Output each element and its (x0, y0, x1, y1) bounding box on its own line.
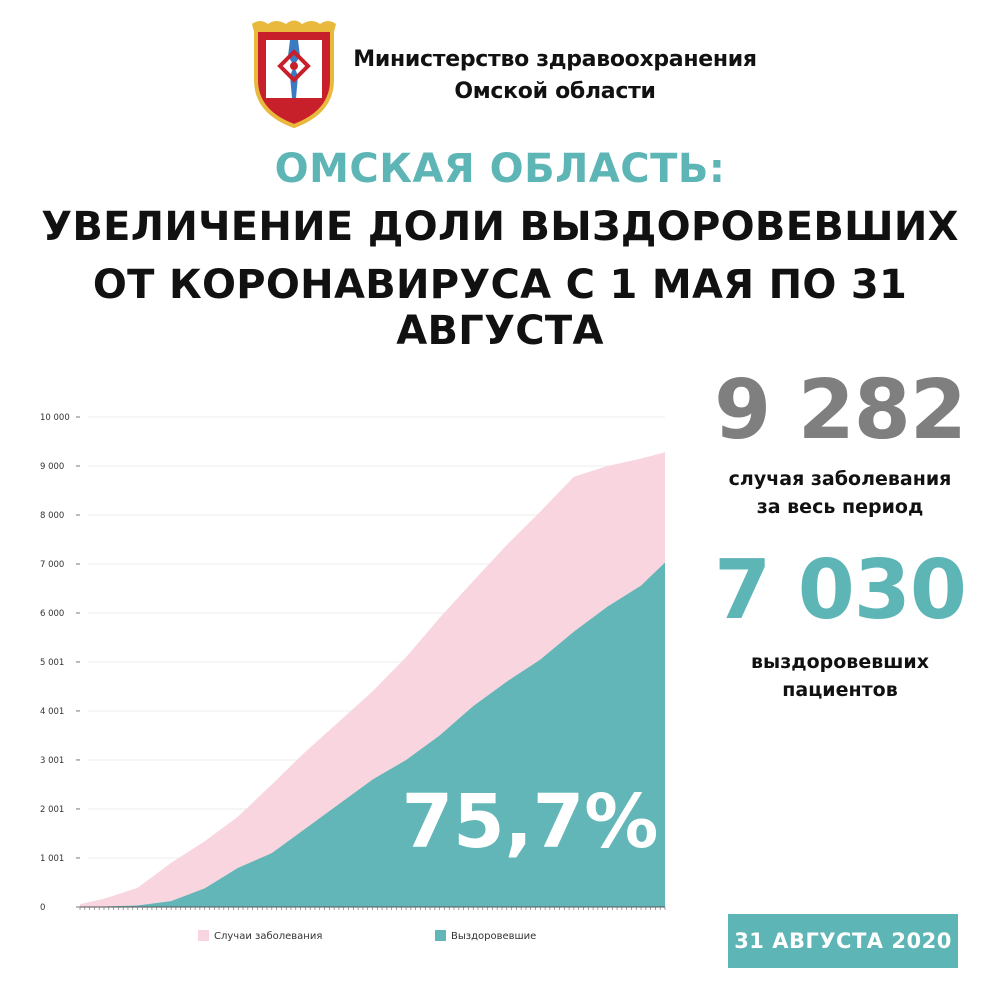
recovered-label: выздоровевших пациентов (700, 648, 980, 704)
ministry-line-1: Министерство здравоохранения (353, 47, 757, 72)
recovered-label-line-1: выздоровевших (751, 651, 929, 673)
y-tick-label: 2 001 (40, 805, 64, 815)
y-tick-label: 1 001 (40, 854, 64, 864)
recovered-label-line-2: пациентов (782, 679, 898, 701)
omsk-coat-of-arms-icon (252, 20, 336, 128)
title-region: ОМСКАЯ ОБЛАСТЬ: (274, 146, 726, 192)
legend-label: Случаи заболевания (214, 931, 322, 942)
y-tick-label: 9 000 (40, 462, 64, 472)
total-cases-label: случая заболевания за весь период (700, 465, 980, 521)
y-tick-label: 8 000 (40, 511, 64, 521)
recovered-value: 7 030 (714, 543, 967, 638)
title-line-3: ОТ КОРОНАВИРУСА С 1 МАЯ ПО 31 АВГУСТА (92, 262, 908, 354)
y-tick-label: 0 (40, 903, 45, 913)
total-cases-label-line-2: за весь период (756, 496, 924, 518)
y-tick-label: 5 001 (40, 658, 64, 668)
ministry-line-2: Омской области (454, 79, 656, 104)
area-chart: 0 1 001 2 001 3 001 4 001 5 001 6 000 7 000 8 00… (40, 413, 666, 942)
recovery-share-annotation: 75,7% (402, 779, 659, 865)
legend-swatch (198, 930, 209, 941)
y-tick-label: 4 001 (40, 707, 64, 717)
legend-swatch (435, 930, 446, 941)
ministry-name: Министерство здравоохранения Омской обла… (330, 44, 780, 108)
title-line-2: УВЕЛИЧЕНИЕ ДОЛИ ВЫЗДОРОВЕВШИХ (41, 204, 959, 250)
y-tick-label: 6 000 (40, 609, 64, 619)
legend-label: Выздоровевшие (451, 931, 536, 942)
y-tick-label: 10 000 (40, 413, 70, 423)
date-badge: 31 АВГУСТА 2020 (728, 914, 958, 968)
total-cases-value: 9 282 (714, 363, 967, 458)
total-cases-label-line-1: случая заболевания (728, 468, 952, 490)
y-tick-label: 3 001 (40, 756, 64, 766)
series-recovered-area (80, 562, 665, 907)
y-tick-label: 7 000 (40, 560, 64, 570)
